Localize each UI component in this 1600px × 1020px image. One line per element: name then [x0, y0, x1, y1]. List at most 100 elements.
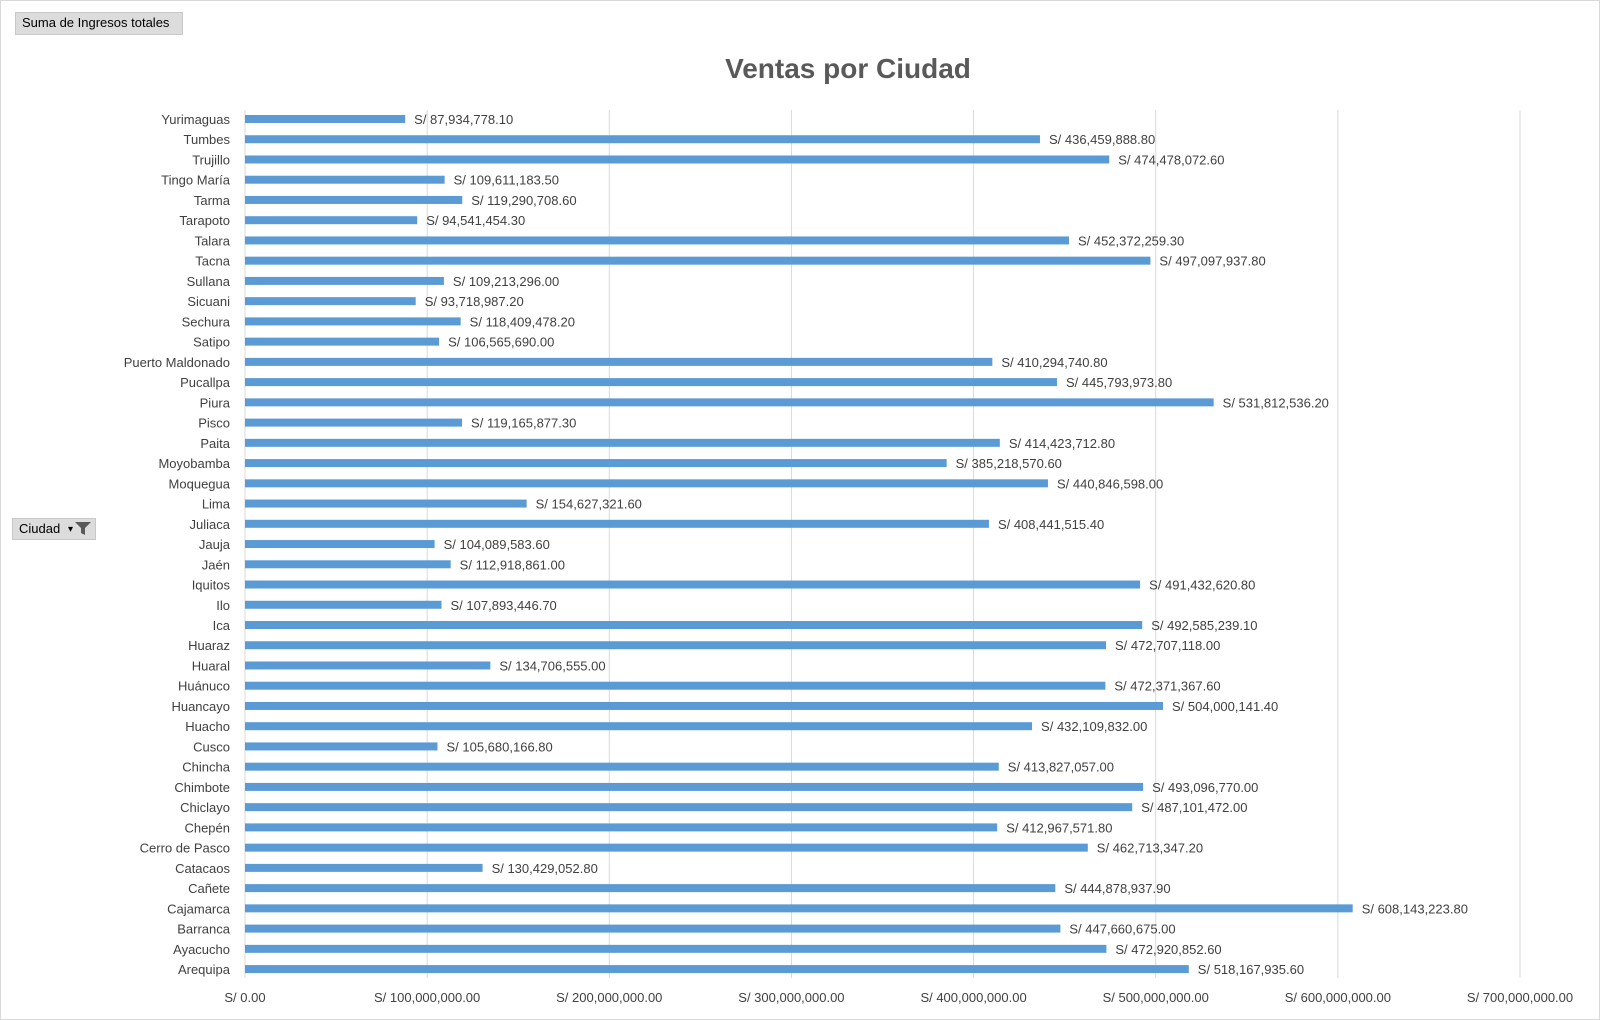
data-label: S/ 385,218,570.60: [956, 456, 1062, 471]
bar: [245, 621, 1143, 629]
data-label: S/ 109,213,296.00: [453, 274, 559, 289]
category-label: Moyobamba: [158, 456, 230, 471]
category-label: Tarapoto: [179, 213, 230, 228]
bar: [245, 823, 998, 832]
bar: [245, 540, 435, 549]
category-label: Chepén: [184, 820, 230, 835]
data-label: S/ 531,812,536.20: [1223, 395, 1329, 410]
bar: [245, 944, 1107, 953]
category-label: Lima: [202, 497, 231, 512]
bar: [245, 742, 438, 751]
bar: [245, 378, 1057, 387]
axis-field-label: Ciudad: [19, 521, 61, 536]
bar: [245, 479, 1048, 488]
data-label: S/ 413,827,057.00: [1008, 760, 1114, 775]
data-label: S/ 408,441,515.40: [998, 517, 1104, 532]
bar: [245, 317, 461, 326]
bar: [245, 600, 442, 609]
bar: [245, 803, 1133, 812]
data-label: S/ 497,097,937.80: [1159, 254, 1265, 269]
category-label: Cusco: [193, 739, 230, 754]
x-tick-label: S/ 700,000,000.00: [1467, 990, 1573, 1005]
data-label: S/ 440,846,598.00: [1057, 476, 1163, 491]
data-label: S/ 518,167,935.60: [1198, 962, 1304, 977]
data-label: S/ 474,478,072.60: [1118, 152, 1224, 167]
data-labels: S/ 87,934,778.10 S/ 436,459,888.80 S/ 474,…: [414, 112, 1468, 977]
category-label: Huancayo: [171, 699, 230, 714]
bar: [245, 297, 416, 306]
bar: [245, 884, 1056, 893]
bar: [245, 175, 445, 184]
category-label: Cajamarca: [167, 901, 231, 916]
category-label: Sullana: [187, 274, 231, 289]
category-label: Ica: [213, 618, 231, 633]
category-label: Ayacucho: [173, 942, 230, 957]
category-label: Juliaca: [190, 517, 231, 532]
data-label: S/ 112,918,861.00: [460, 557, 565, 572]
x-tick-label: S/ 500,000,000.00: [1103, 990, 1209, 1005]
data-label: S/ 94,541,454.30: [426, 213, 525, 228]
data-label: S/ 412,967,571.80: [1006, 820, 1112, 835]
bar: [245, 560, 451, 569]
bar: [245, 499, 527, 508]
category-label: Huaraz: [188, 638, 230, 653]
category-label: Chimbote: [174, 780, 230, 795]
category-label: Trujillo: [192, 152, 230, 167]
data-label: S/ 608,143,223.80: [1362, 901, 1468, 916]
category-label: Pucallpa: [180, 375, 231, 390]
chart-title: Ventas por Ciudad: [725, 53, 971, 84]
category-label: Catacaos: [175, 861, 230, 876]
x-tick-label: S/ 400,000,000.00: [920, 990, 1026, 1005]
x-tick-labels: S/ 0.00 S/ 100,000,000.00 S/ 200,000,000.0…: [224, 990, 1573, 1005]
bar: [245, 681, 1106, 690]
data-label: S/ 493,096,770.00: [1152, 780, 1258, 795]
category-label: Huaral: [192, 658, 230, 673]
data-label: S/ 410,294,740.80: [1001, 355, 1107, 370]
category-label: Chincha: [182, 760, 230, 775]
bars: [245, 115, 1353, 974]
bar: [245, 762, 999, 771]
data-label: S/ 105,680,166.80: [446, 739, 552, 754]
bar: [245, 418, 463, 427]
bar: [245, 904, 1353, 913]
data-label: S/ 472,707,118.00: [1115, 638, 1220, 653]
bar: [245, 135, 1040, 144]
data-label: S/ 491,432,620.80: [1149, 578, 1255, 593]
category-label: Yurimaguas: [161, 112, 230, 127]
bar: [245, 722, 1033, 731]
data-label: S/ 447,660,675.00: [1069, 922, 1175, 937]
x-tick-label: S/ 300,000,000.00: [738, 990, 844, 1005]
axis-field-button[interactable]: Ciudad ▾: [12, 518, 96, 540]
data-label: S/ 472,371,367.60: [1114, 679, 1220, 694]
category-label: Paita: [200, 436, 230, 451]
category-label: Ilo: [216, 598, 230, 613]
data-label: S/ 504,000,141.40: [1172, 699, 1278, 714]
bar: [245, 195, 463, 204]
bar: [245, 115, 406, 123]
category-label: Sechura: [182, 314, 231, 329]
x-tick-label: S/ 100,000,000.00: [374, 990, 480, 1005]
bar: [245, 256, 1151, 265]
category-label: Tumbes: [184, 132, 231, 147]
data-label: S/ 444,878,937.90: [1064, 881, 1170, 896]
data-label: S/ 104,089,583.60: [444, 537, 550, 552]
category-label: Moquegua: [169, 476, 231, 491]
x-tick-label: S/ 0.00: [224, 990, 265, 1005]
category-label: Huacho: [185, 719, 230, 734]
data-label: S/ 134,706,555.00: [499, 658, 605, 673]
value-field-button[interactable]: Suma de Ingresos totales: [15, 12, 183, 35]
bar: [245, 863, 483, 872]
data-label: S/ 154,627,321.60: [536, 497, 642, 512]
category-label: Sicuani: [187, 294, 230, 309]
bar: [245, 438, 1000, 447]
data-label: S/ 462,713,347.20: [1097, 841, 1203, 856]
data-label: S/ 452,372,259.30: [1078, 233, 1184, 248]
data-label: S/ 87,934,778.10: [414, 112, 513, 127]
category-label: Jauja: [199, 537, 231, 552]
category-label: Piura: [200, 395, 231, 410]
bar: [245, 236, 1069, 245]
data-label: S/ 106,565,690.00: [448, 335, 554, 350]
category-labels: Yurimaguas Tumbes Trujillo Tingo María Tarma…: [124, 112, 231, 977]
data-label: S/ 130,429,052.80: [492, 861, 598, 876]
